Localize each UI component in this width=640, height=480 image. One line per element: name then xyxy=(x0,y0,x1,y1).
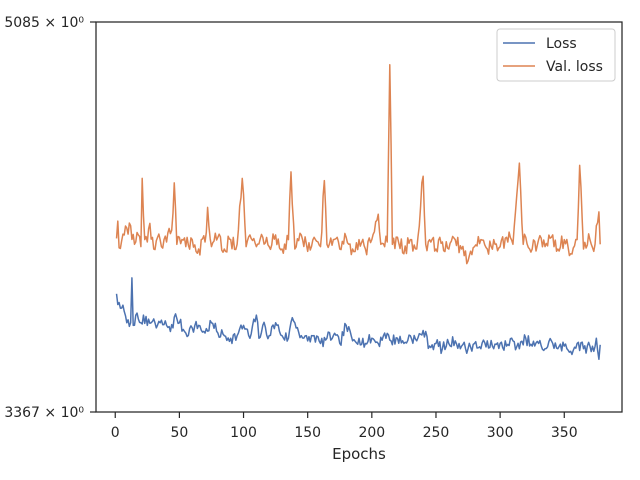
y-tick-label: 5085 × 10⁰ xyxy=(4,15,84,31)
series-line-loss xyxy=(115,277,601,361)
x-tick-label: 50 xyxy=(170,425,188,441)
x-tick-label: 300 xyxy=(487,425,514,441)
x-axis-title: Epochs xyxy=(332,445,386,463)
legend-label-val-loss: Val. loss xyxy=(546,59,603,75)
series-line-val-loss xyxy=(115,64,601,265)
legend-box xyxy=(496,28,616,82)
x-tick-label: 350 xyxy=(551,425,578,441)
legend-label-loss: Loss xyxy=(546,36,577,52)
series-layer xyxy=(115,64,601,361)
x-tick-label: 150 xyxy=(294,425,321,441)
legend: Loss Val. loss xyxy=(496,28,616,82)
plot-frame xyxy=(95,21,623,413)
x-tick-label: 0 xyxy=(111,425,120,441)
x-axis: 0 50 100 150 200 250 300 350 xyxy=(111,412,578,441)
y-tick-label: 3367 × 10⁰ xyxy=(4,405,84,421)
y-axis: 5085 × 10⁰ 3367 × 10⁰ xyxy=(4,15,96,421)
x-tick-label: 200 xyxy=(358,425,385,441)
x-tick-label: 250 xyxy=(423,425,450,441)
x-tick-label: 100 xyxy=(230,425,257,441)
